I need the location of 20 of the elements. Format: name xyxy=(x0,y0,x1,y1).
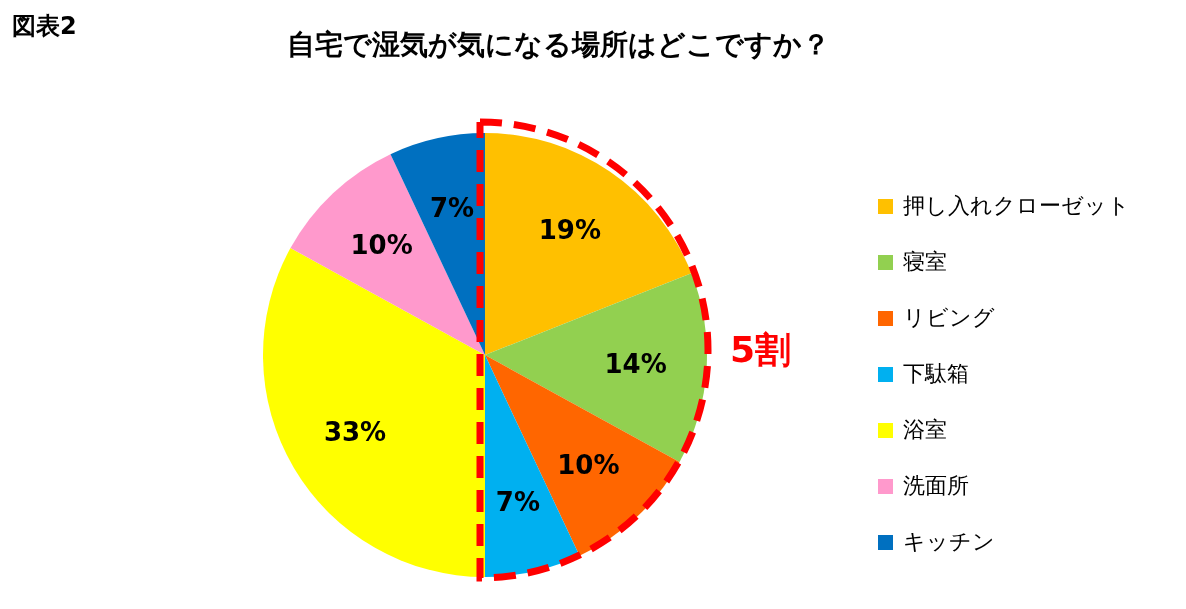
data-label: 7% xyxy=(495,487,541,518)
data-label: 33% xyxy=(323,416,387,447)
pie-slice xyxy=(290,154,485,355)
legend-label: キッチン xyxy=(903,528,995,556)
legend-label: 寝室 xyxy=(903,248,947,276)
data-label: 10% xyxy=(350,229,413,260)
legend-label: 下駄箱 xyxy=(903,360,969,388)
data-label: 10% xyxy=(557,450,620,481)
data-label: 14% xyxy=(604,349,667,380)
legend-label: 洗面所 xyxy=(903,472,969,500)
pie-slice xyxy=(485,355,680,556)
data-label: 7% xyxy=(429,192,475,223)
chart-title: 自宅で湿気が気になる場所はどこですか？ xyxy=(286,28,830,61)
text: 5割 xyxy=(730,328,792,372)
legend-label: リビング xyxy=(903,304,995,332)
text: 図表2 xyxy=(12,11,77,42)
data-label: 19% xyxy=(538,215,601,246)
pie-slice xyxy=(485,133,692,355)
legend-label: 押し入れクローゼット xyxy=(903,192,1130,220)
legend-label: 浴室 xyxy=(903,416,947,444)
